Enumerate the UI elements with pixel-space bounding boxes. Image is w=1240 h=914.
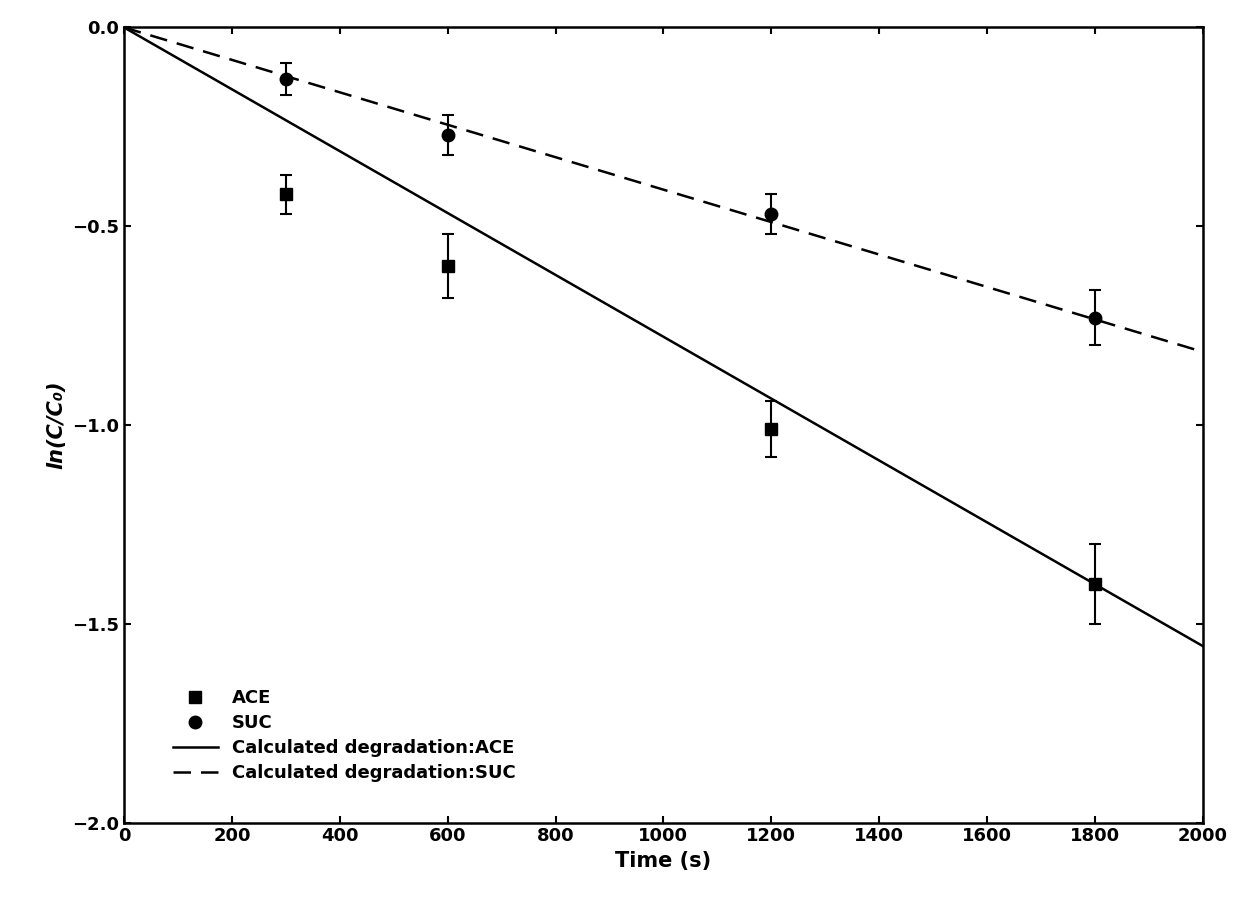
X-axis label: Time (s): Time (s)	[615, 851, 712, 871]
Y-axis label: ln(C/C₀): ln(C/C₀)	[47, 381, 67, 469]
Legend: ACE, SUC, Calculated degradation:ACE, Calculated degradation:SUC: ACE, SUC, Calculated degradation:ACE, Ca…	[165, 682, 523, 790]
